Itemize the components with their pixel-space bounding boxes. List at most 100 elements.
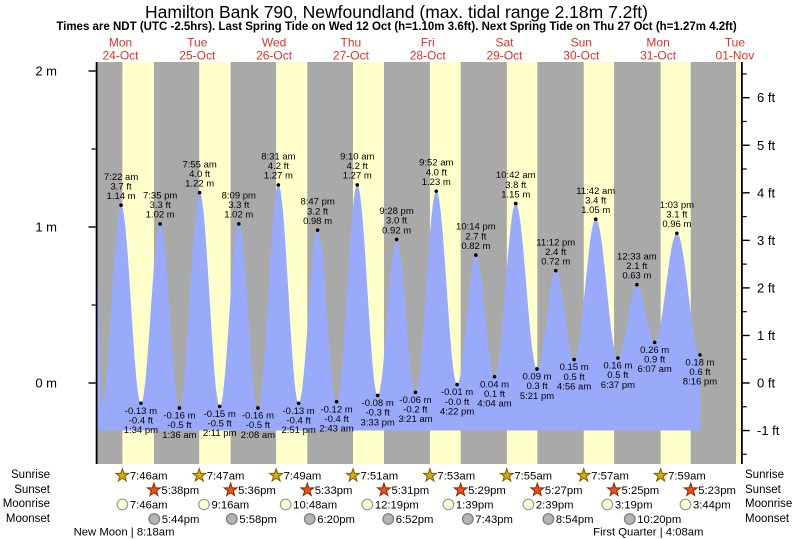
right-axis-label: 2 ft xyxy=(757,280,775,295)
sunrise-icon xyxy=(498,467,515,483)
moonrise-time: 12:19pm xyxy=(375,500,419,512)
tide-point-dot xyxy=(455,382,459,387)
day-label-weekday: Sat xyxy=(495,36,514,50)
moonrise-time: 1:39pm xyxy=(456,500,494,512)
moon-phase-note: New Moon | 8:18am xyxy=(74,527,175,539)
tide-point-dot xyxy=(119,203,123,207)
sunrise-row-label-right: Sunrise xyxy=(745,469,784,481)
tide-annotation-high: 1.02 m xyxy=(224,210,253,221)
tide-annotation-high: 3.8 ft xyxy=(505,180,526,191)
moonset-icon xyxy=(382,513,395,525)
day-label-date: 26-Oct xyxy=(256,49,293,63)
tide-annotation-high: 1.27 m xyxy=(343,171,372,182)
day-label-weekday: Mon xyxy=(109,36,132,50)
sunset-icon xyxy=(222,481,239,497)
tide-point-dot xyxy=(698,353,702,357)
right-axis-label: 1 ft xyxy=(757,328,775,343)
tide-annotation-low: -0.08 m xyxy=(362,398,394,409)
tide-annotation-low: 3:21 am xyxy=(398,414,432,425)
moonset-time: 10:20pm xyxy=(637,514,681,526)
tide-point-dot xyxy=(315,228,320,232)
moon-phase-note: First Quarter | 4:08am xyxy=(593,527,703,539)
tide-point-dot xyxy=(236,222,241,226)
moonrise-time: 3:44pm xyxy=(693,500,731,512)
tide-annotation-low: 6:07 am xyxy=(638,364,672,375)
tide-annotation-low: 0.18 m xyxy=(685,358,714,369)
tide-annotation-low: -0.16 m xyxy=(163,411,195,422)
moonrise-icon xyxy=(361,498,374,511)
sunset-icon xyxy=(376,481,392,497)
tide-annotation-high: 9:10 am xyxy=(340,151,374,162)
tide-annotation-high: 7:22 am xyxy=(104,172,138,183)
moonset-icon xyxy=(148,513,161,525)
tide-annotation-low: 0.16 m xyxy=(603,361,632,372)
tide-annotation-low: -0.16 m xyxy=(242,411,274,422)
tide-annotation-high: 3.2 ft xyxy=(307,206,328,217)
tide-annotation-low: -0.13 m xyxy=(283,406,315,417)
tide-annotation-low: 2:43 am xyxy=(319,424,353,435)
sunset-time: 5:38pm xyxy=(161,485,199,497)
tide-annotation-high: 4.2 ft xyxy=(347,161,368,172)
day-label-weekday: Sun xyxy=(571,36,592,50)
tide-annotation-high: 3.4 ft xyxy=(585,195,606,206)
tide-annotation-high: 3.3 ft xyxy=(228,200,249,211)
tide-annotation-high: 7:35 pm xyxy=(143,190,177,201)
tide-annotation-low: 2:51 pm xyxy=(281,425,315,436)
tide-annotation-low: -0.0 ft xyxy=(445,397,470,408)
tide-annotation-low: -0.06 m xyxy=(399,395,431,406)
tide-annotation-high: 8:31 am xyxy=(261,151,295,162)
day-label-weekday: Mon xyxy=(646,36,669,50)
sunset-time: 5:31pm xyxy=(391,485,429,497)
sunset-icon xyxy=(529,481,546,497)
day-label-weekday: Thu xyxy=(341,36,362,50)
moonrise-time: 2:39pm xyxy=(536,500,574,512)
tide-annotation-high: 2.1 ft xyxy=(626,261,647,272)
tide-annotation-low: -0.5 ft xyxy=(167,420,192,431)
sunrise-time: 7:55am xyxy=(514,471,552,483)
moonrise-time: 7:46am xyxy=(130,500,168,512)
tide-annotation-high: 1.22 m xyxy=(185,178,214,189)
sunset-icon xyxy=(682,481,699,497)
tide-annotation-low: -0.4 ft xyxy=(286,415,311,426)
tide-annotation-high: 9:52 am xyxy=(419,158,453,169)
tide-annotation-low: 3:33 pm xyxy=(360,417,394,428)
day-label-date: 29-Oct xyxy=(486,49,523,63)
tide-annotation-low: -0.13 m xyxy=(125,406,157,417)
day-label-date: 30-Oct xyxy=(563,49,600,63)
moonrise-time: 9:16am xyxy=(211,500,249,512)
tide-annotation-low: 2:11 pm xyxy=(203,428,237,439)
right-axis-label: 4 ft xyxy=(757,185,775,200)
tide-annotation-high: 10:14 pm xyxy=(456,222,496,233)
tide-point-dot xyxy=(276,183,281,187)
tide-annotation-low: -0.2 ft xyxy=(403,405,428,416)
moonrise-icon xyxy=(522,498,535,511)
tide-annotation-high: 0.82 m xyxy=(461,241,490,252)
moonset-time: 8:54pm xyxy=(556,514,594,526)
tide-point-dot xyxy=(256,406,260,410)
tide-annotation-high: 12:33 am xyxy=(617,251,657,262)
sunset-icon xyxy=(606,481,622,497)
tide-annotation-low: 0.6 ft xyxy=(689,367,710,378)
tide-point-dot xyxy=(355,183,360,187)
tide-annotation-low: 0.26 m xyxy=(640,345,669,356)
day-label-date: 25-Oct xyxy=(179,49,216,63)
tide-annotation-low: -0.15 m xyxy=(204,409,236,420)
tide-point-dot xyxy=(635,282,639,287)
tide-annotation-low: 6:37 pm xyxy=(601,380,635,391)
day-label-weekday: Fri xyxy=(421,36,435,50)
tide-point-dot xyxy=(413,390,418,395)
tide-point-dot xyxy=(217,404,222,409)
tide-point-dot xyxy=(652,340,657,345)
tide-annotation-low: 5:21 pm xyxy=(520,391,554,402)
right-axis-label: -1 ft xyxy=(757,423,780,438)
sunset-time: 5:23pm xyxy=(698,485,736,497)
sunrise-icon xyxy=(421,467,438,483)
tide-annotation-high: 0.72 m xyxy=(541,256,570,267)
sunrise-time: 7:51am xyxy=(361,471,399,483)
moonset-icon xyxy=(461,513,474,525)
right-axis-label: 3 ft xyxy=(757,233,775,248)
sunset-time: 5:29pm xyxy=(468,485,506,497)
daylight-band-partial xyxy=(736,62,741,464)
sunrise-time: 7:57am xyxy=(591,471,629,483)
sunset-time: 5:33pm xyxy=(315,485,353,497)
